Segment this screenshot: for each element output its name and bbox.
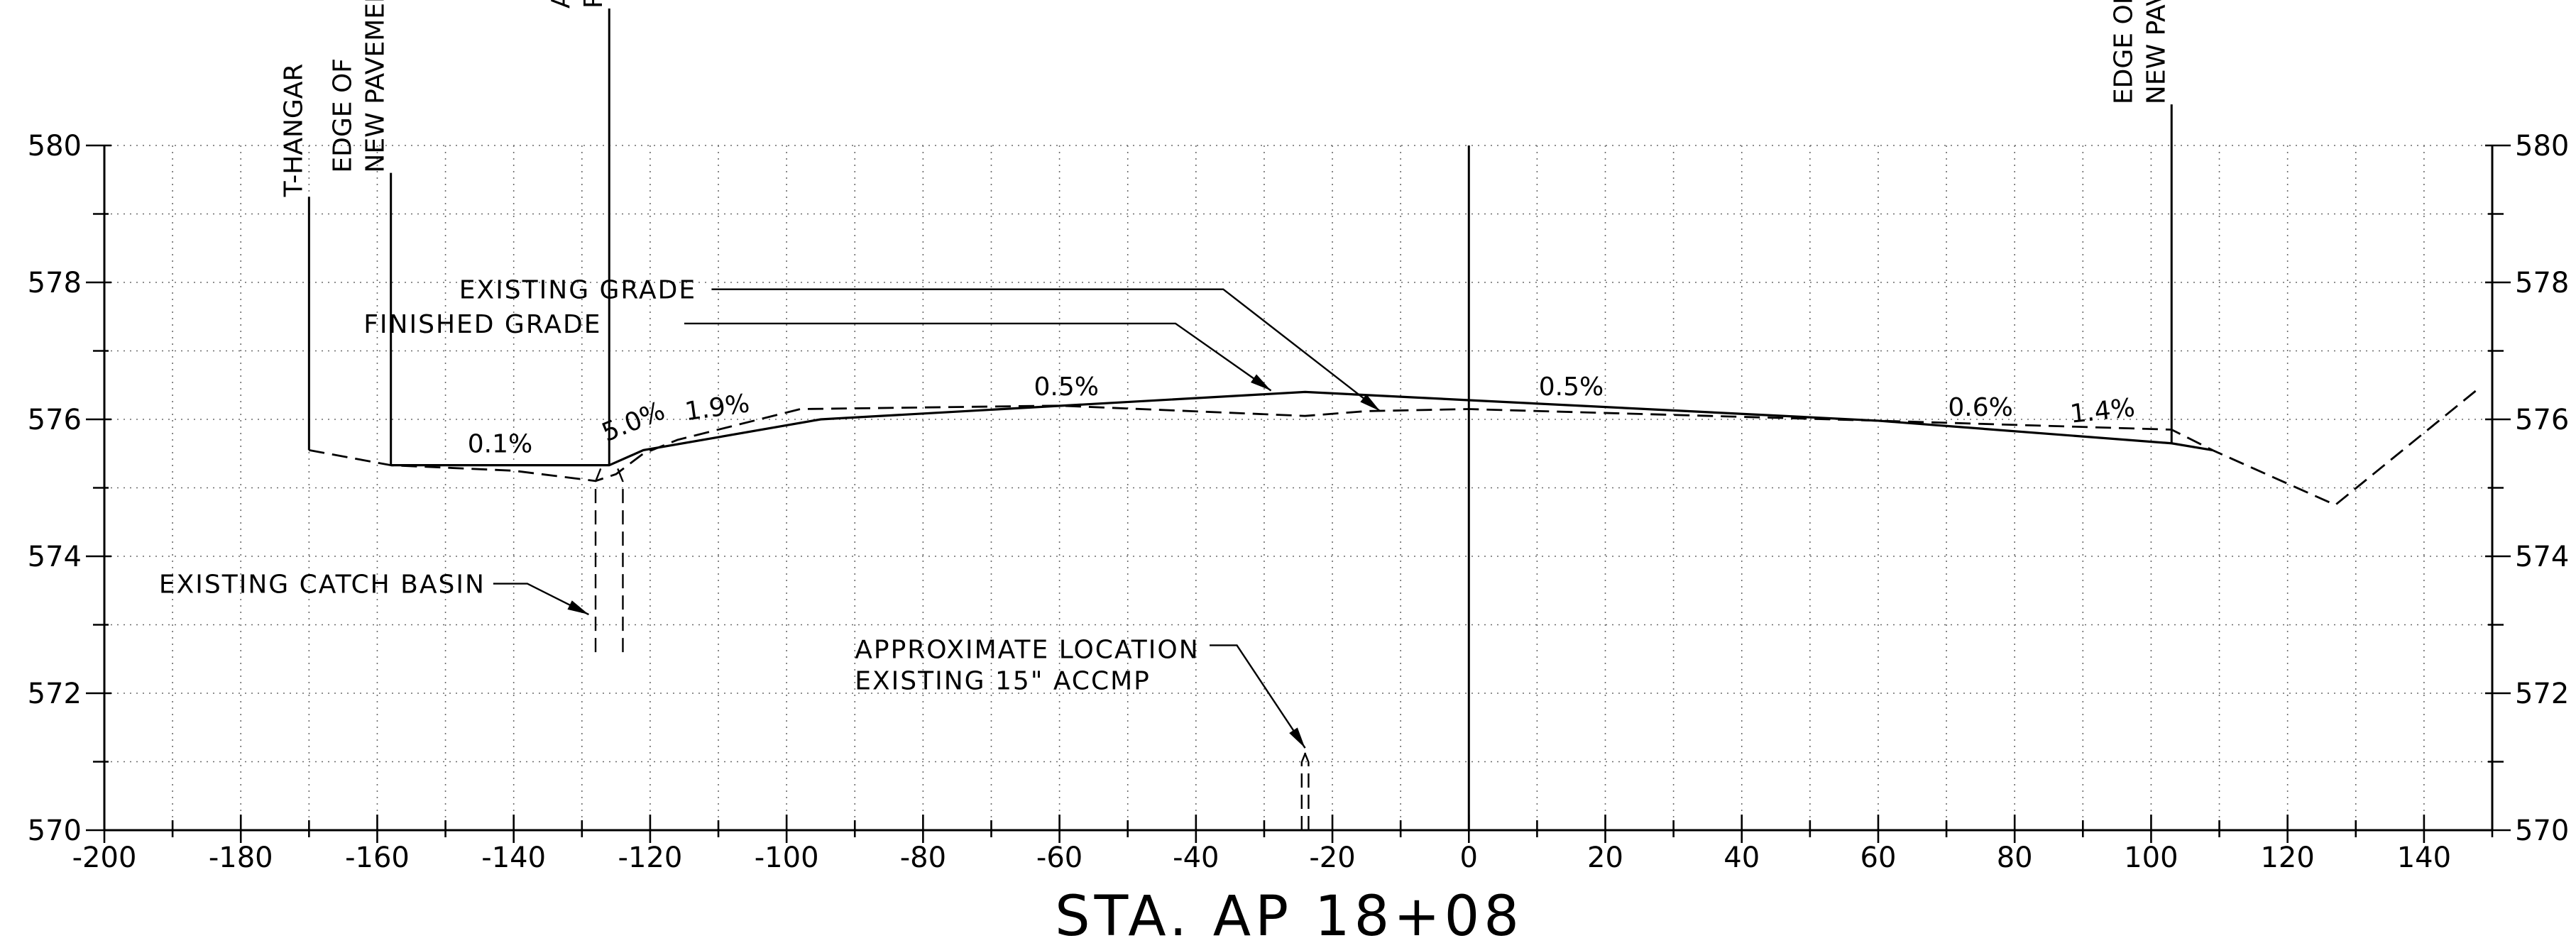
station-title: STA. AP 18+08	[1055, 885, 1523, 943]
x-tick-label: -20	[1309, 842, 1355, 874]
callout-arrowhead	[1250, 374, 1271, 391]
plot-frame: -200 -180 -160 -140 -120 -100 -80 -60 -40 -20 0 20 4…	[28, 130, 2570, 874]
vertical-marker-label: EDGE OF	[2109, 0, 2138, 104]
slope-label: 0.6%	[1948, 393, 2012, 422]
vertical-marker-label: EDGE OF	[329, 58, 358, 173]
callout-leaders	[493, 288, 1381, 749]
vertical-marker-label: NEW PAVEMENT	[361, 0, 390, 173]
vertical-marker-label: T-HANGAR	[279, 64, 308, 198]
grade-lines	[309, 387, 2479, 507]
slope-label: 0.1%	[468, 429, 532, 458]
callout-leader	[493, 583, 589, 616]
callout-text: APPROXIMATE LOCATION	[855, 635, 1199, 664]
slope-label: 1.9%	[683, 389, 751, 426]
structure-outline	[1300, 747, 1310, 830]
x-tick-label: -180	[209, 842, 273, 874]
x-tick-label: 100	[2124, 842, 2178, 874]
y-tick-label-right: 570	[2515, 815, 2569, 847]
x-tick-label: -60	[1036, 842, 1083, 874]
callout-text: EXISTING GRADE	[459, 276, 696, 305]
callout-arrowhead	[1289, 727, 1305, 749]
callout-arrowhead	[1360, 394, 1381, 412]
x-tick-label: 80	[1997, 842, 2033, 874]
callout-text: EXISTING CATCH BASIN	[159, 570, 486, 600]
callout-leader	[1210, 644, 1306, 749]
vertical-marker-label: NEW PAVEMENT	[2142, 0, 2171, 104]
slope-label: 0.5%	[1034, 373, 1098, 402]
y-tick-label-left: 578	[28, 267, 82, 299]
y-tick-label-right: 580	[2515, 130, 2569, 162]
x-tick-label: -200	[72, 842, 137, 874]
x-tick-label: 120	[2260, 842, 2314, 874]
y-tick-label-left: 570	[28, 815, 82, 847]
callout-leader	[684, 322, 1272, 392]
x-tick-label: -40	[1173, 842, 1219, 874]
vertical-marker-label: ADJUST RIM ELEVATION	[547, 0, 576, 9]
vertical-marker-label: RIM ELEV = 575.30	[579, 0, 608, 9]
vertical-markers	[307, 9, 2173, 830]
y-tick-label-left: 580	[28, 130, 82, 162]
callout-text: EXISTING 15" ACCMP	[855, 666, 1151, 695]
finished-grade-line	[390, 390, 2213, 467]
slope-label: 1.4%	[2068, 393, 2136, 429]
x-tick-label: -80	[900, 842, 946, 874]
x-tick-label: -120	[618, 842, 683, 874]
y-tick-label-left: 574	[28, 541, 82, 573]
y-tick-label-right: 576	[2515, 404, 2569, 436]
existing-grade-line	[309, 387, 2479, 507]
slope-label: 0.5%	[1539, 373, 1604, 402]
callout-arrowhead	[567, 600, 589, 615]
x-tick-label: 40	[1723, 842, 1760, 874]
x-tick-label: 60	[1860, 842, 1897, 874]
x-tick-label: 0	[1460, 842, 1478, 874]
callout-text: FINISHED GRADE	[363, 310, 601, 339]
y-tick-label-right: 578	[2515, 267, 2569, 299]
grid-lines	[104, 145, 2493, 831]
x-tick-label: 20	[1587, 842, 1623, 874]
callout-leader	[711, 288, 1381, 412]
x-tick-label: -100	[755, 842, 819, 874]
x-tick-label: -140	[481, 842, 546, 874]
y-tick-label-left: 572	[28, 678, 82, 710]
y-tick-label-right: 574	[2515, 541, 2569, 573]
y-tick-label-right: 572	[2515, 678, 2569, 710]
y-tick-label-left: 576	[28, 404, 82, 436]
x-tick-label: -160	[345, 842, 410, 874]
x-tick-label: 140	[2397, 842, 2451, 874]
